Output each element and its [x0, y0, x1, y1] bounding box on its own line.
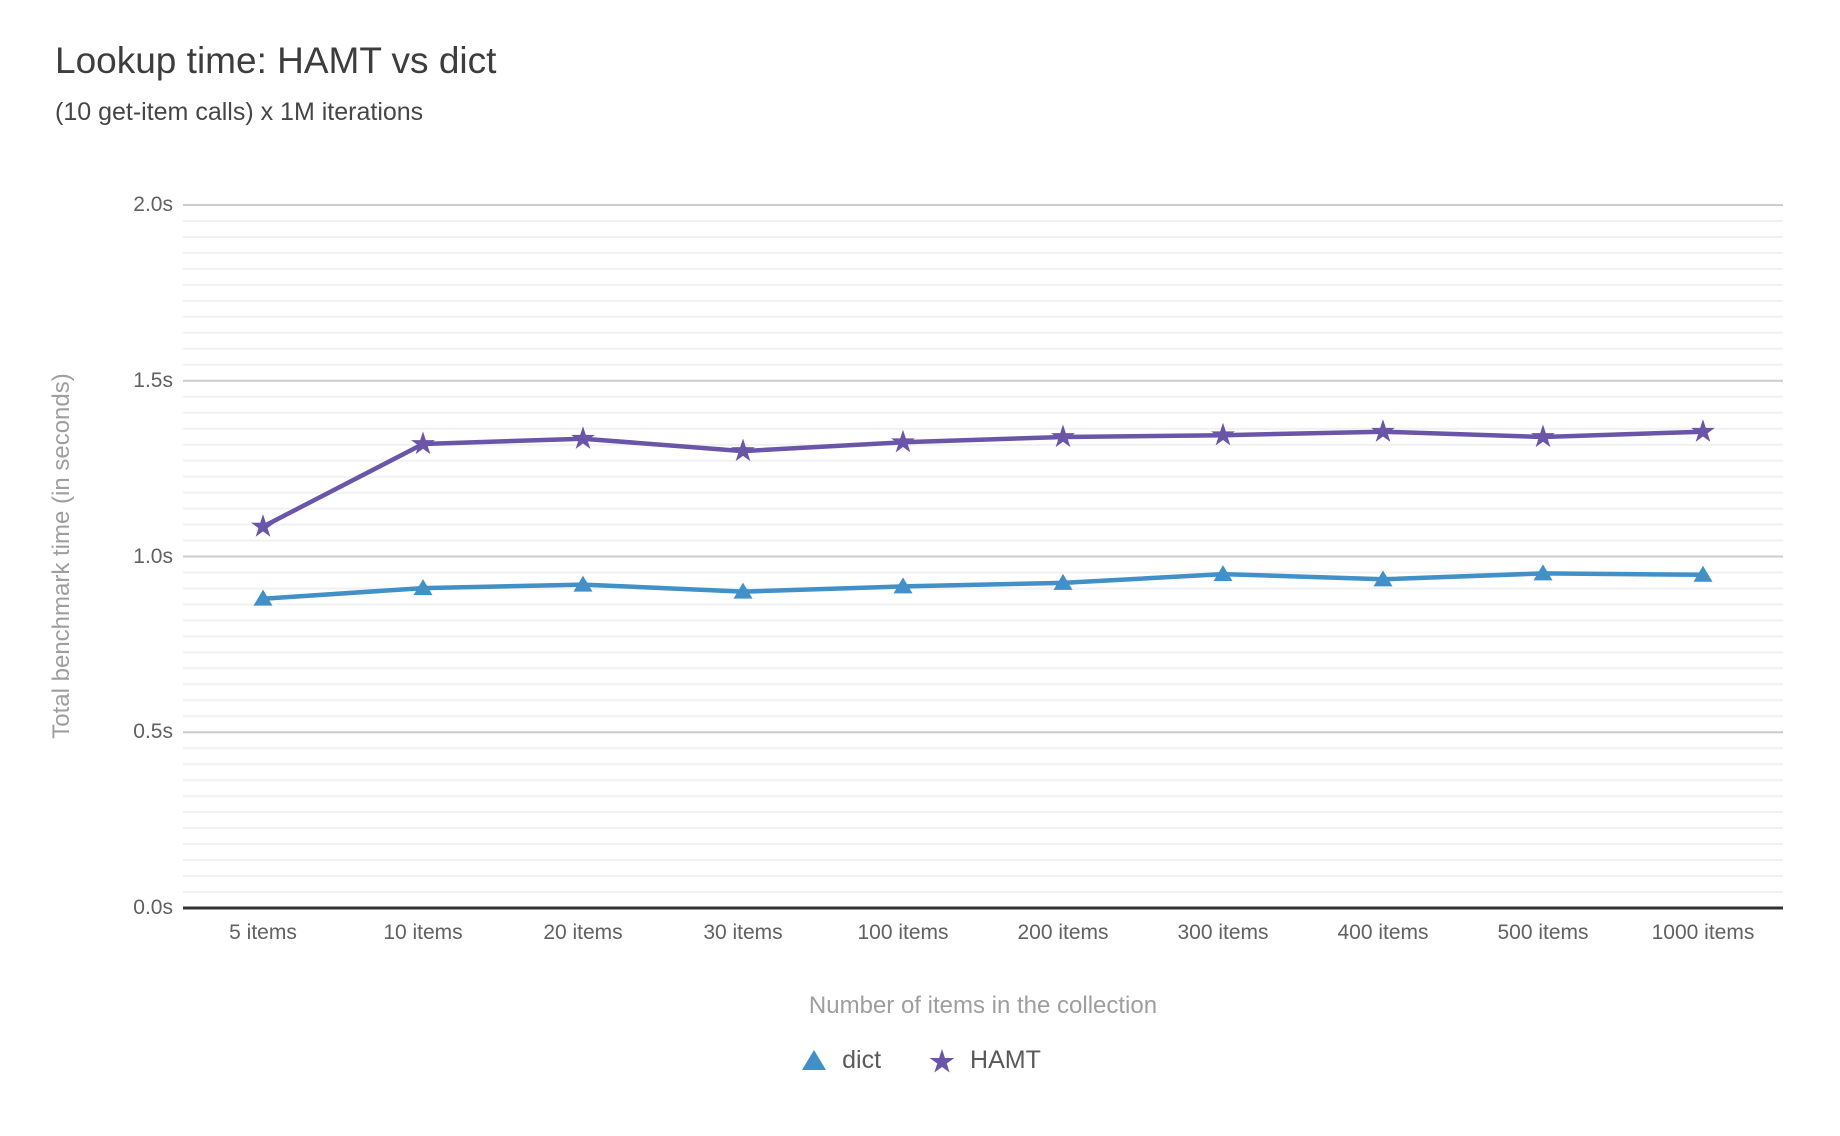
y-tick-label: 0.0s — [133, 896, 173, 919]
x-tick-label: 200 items — [1017, 921, 1109, 944]
hamt-marker[interactable] — [1051, 424, 1075, 448]
x-tick-label: 100 items — [857, 921, 949, 944]
x-tick-label: 10 items — [383, 921, 463, 944]
star-icon — [929, 1048, 955, 1073]
x-tick-label: 400 items — [1337, 921, 1429, 944]
hamt-marker[interactable] — [1691, 419, 1715, 442]
x-tick-label: 5 items — [229, 921, 297, 944]
dict-legend-marker-icon — [802, 1049, 827, 1070]
dict-marker[interactable] — [253, 589, 273, 606]
hamt-marker[interactable] — [251, 514, 275, 537]
hamt-marker[interactable] — [571, 426, 595, 449]
x-tick-label: 300 items — [1177, 921, 1269, 944]
triangle-icon — [802, 1049, 827, 1070]
dict-marker[interactable] — [1693, 565, 1713, 582]
y-tick-label: 2.0s — [133, 193, 173, 216]
dict-marker[interactable] — [413, 579, 433, 596]
hamt-marker[interactable] — [731, 438, 755, 462]
x-axis-title: Number of items in the collection — [808, 992, 1158, 1019]
y-tick-label: 0.5s — [133, 720, 173, 744]
y-tick-label: 1.5s — [133, 368, 173, 392]
legend: dict HAMT — [0, 1046, 1840, 1075]
legend-label: dict — [842, 1046, 882, 1074]
dict-marker[interactable] — [733, 582, 753, 599]
hamt-marker[interactable] — [411, 431, 435, 455]
chart-title: Lookup time: HAMT vs dict — [55, 40, 497, 81]
dict-marker[interactable] — [1213, 565, 1233, 582]
x-tick-label: 30 items — [703, 921, 783, 944]
hamt-marker[interactable] — [891, 429, 915, 453]
legend-item-hamt: HAMT — [927, 1046, 1041, 1075]
dict-marker[interactable] — [1053, 573, 1073, 590]
x-tick-label: 20 items — [543, 921, 623, 944]
hamt-marker[interactable] — [1371, 419, 1395, 442]
hamt-marker[interactable] — [1531, 424, 1555, 448]
x-tick-label: 1000 items — [1651, 921, 1755, 944]
y-tick-label: 1.0s — [133, 544, 173, 568]
dict-marker[interactable] — [1373, 570, 1393, 587]
dict-line — [260, 571, 1706, 601]
chart-subtitle: (10 get-item calls) x 1M iterations — [55, 98, 424, 126]
hamt-line — [260, 429, 1706, 529]
dict-marker[interactable] — [573, 575, 593, 592]
legend-item-dict: dict — [799, 1046, 881, 1075]
dict-marker[interactable] — [893, 577, 913, 594]
hamt-marker[interactable] — [1211, 422, 1235, 446]
x-tick-label: 500 items — [1497, 921, 1589, 944]
hamt-legend-marker-icon — [929, 1048, 955, 1073]
legend-label: HAMT — [970, 1046, 1041, 1074]
dict-marker[interactable] — [1533, 564, 1553, 581]
